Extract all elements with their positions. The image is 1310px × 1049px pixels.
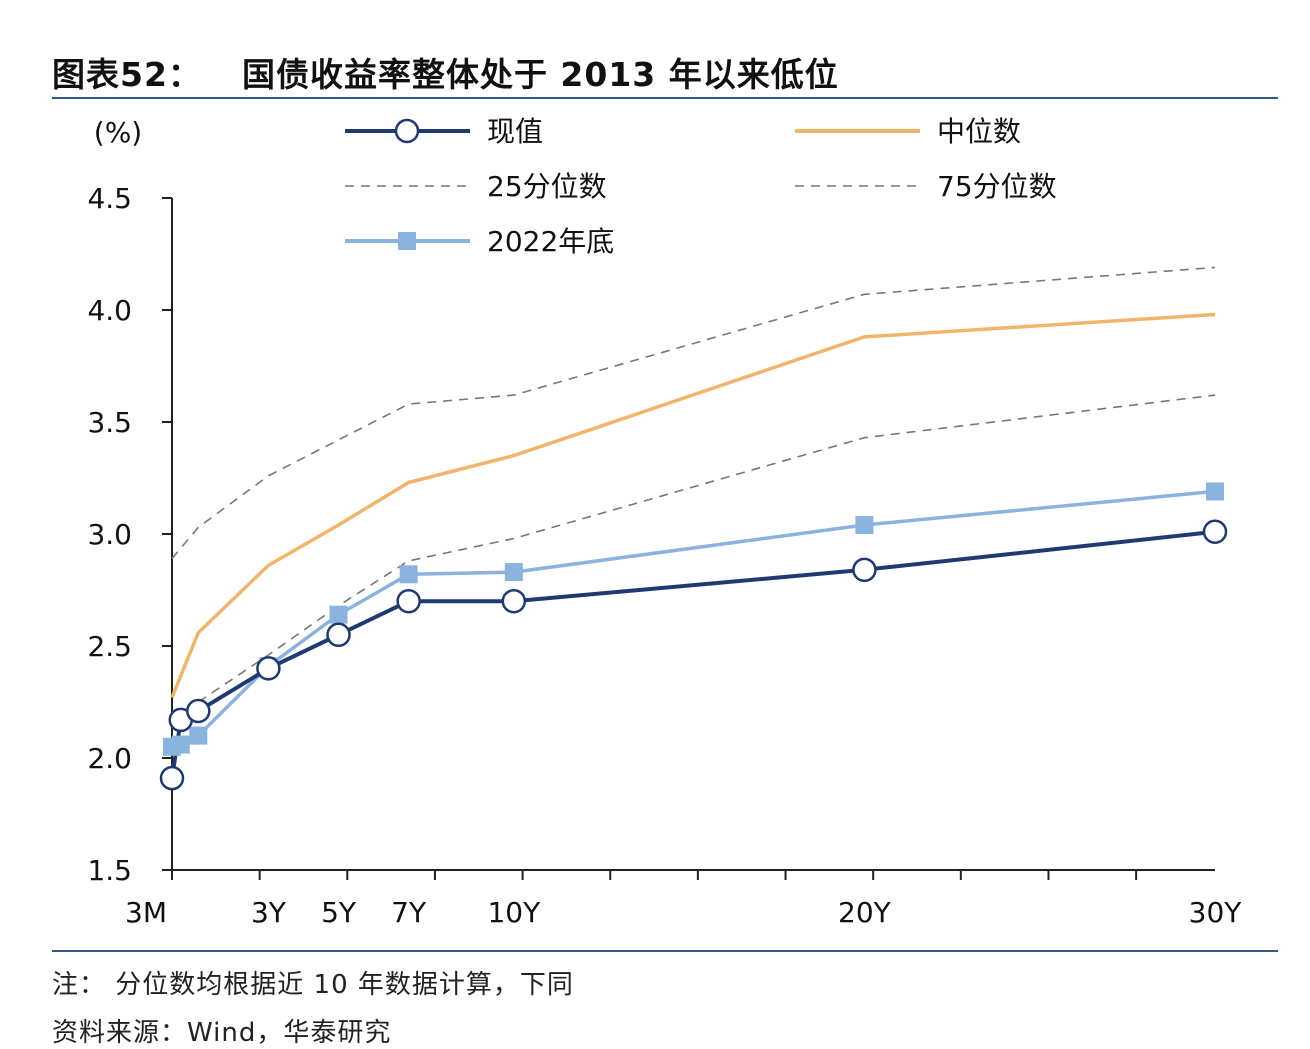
data-point-circle [852, 557, 877, 583]
legend-marker-circle [394, 118, 420, 144]
legend-label: 现值 [487, 115, 543, 148]
data-point-circle [159, 765, 185, 791]
legend-label: 2022年底 [487, 225, 614, 258]
footer-divider [52, 950, 1278, 952]
chart: 1.5 2.0 2.5 3.0 3.5 4.0 4.5 (%) 3M 3Y 5Y 7Y 10Y 20Y 30… [87, 115, 1243, 929]
x-tick-label: 3Y [251, 896, 287, 929]
data-point-circle [256, 656, 281, 681]
data-point-circle [186, 698, 211, 724]
data-point-square [189, 726, 208, 745]
x-tick-label: 5Y [321, 896, 357, 929]
data-point-square [399, 565, 418, 584]
series-line [170, 312, 1216, 699]
y-axis-unit-label: (%) [94, 116, 142, 149]
legend-label: 25分位数 [487, 170, 607, 203]
y-tick-label: 1.5 [87, 854, 132, 887]
data-point-circle [326, 622, 351, 648]
data-point-square [171, 735, 190, 754]
x-tick-label: 10Y [487, 896, 541, 929]
y-tick-label: 2.0 [87, 742, 132, 775]
data-point-circle [396, 588, 421, 614]
data-point-square [329, 605, 348, 624]
x-tick-label: 20Y [838, 896, 892, 929]
data-point-circle [1202, 519, 1228, 545]
x-tick-label: 7Y [391, 896, 427, 929]
chart-title-prefix: 图表52： [52, 55, 202, 94]
legend-label: 75分位数 [937, 170, 1057, 203]
series-line [171, 394, 1216, 721]
y-tick-label: 4.0 [87, 294, 132, 327]
data-point-square [1206, 482, 1224, 501]
x-tick-label: 3M [125, 896, 167, 929]
y-tick-label: 2.5 [87, 630, 132, 663]
x-tick-label: 30Y [1189, 896, 1243, 929]
title-divider [52, 97, 1278, 99]
y-tick-label: 3.5 [87, 406, 132, 439]
source-note: 资料来源：Wind，华泰研究 [52, 1018, 392, 1048]
y-tick-label: 3.0 [87, 518, 132, 551]
data-point-square [504, 563, 523, 582]
chart-title: 图表52： 国债收益率整体处于 2013 年以来低位 [52, 48, 839, 96]
series-line [170, 529, 1216, 779]
chart-title-text: 国债收益率整体处于 2013 年以来低位 [241, 55, 839, 94]
series-line [171, 266, 1216, 560]
legend-marker-square [398, 232, 416, 250]
legend-label: 中位数 [937, 115, 1021, 148]
y-tick-label: 4.5 [87, 182, 132, 215]
data-point-circle [501, 588, 527, 614]
footnote: 注： 分位数均根据近 10 年数据计算，下同 [52, 970, 574, 1000]
data-point-square [855, 516, 874, 535]
